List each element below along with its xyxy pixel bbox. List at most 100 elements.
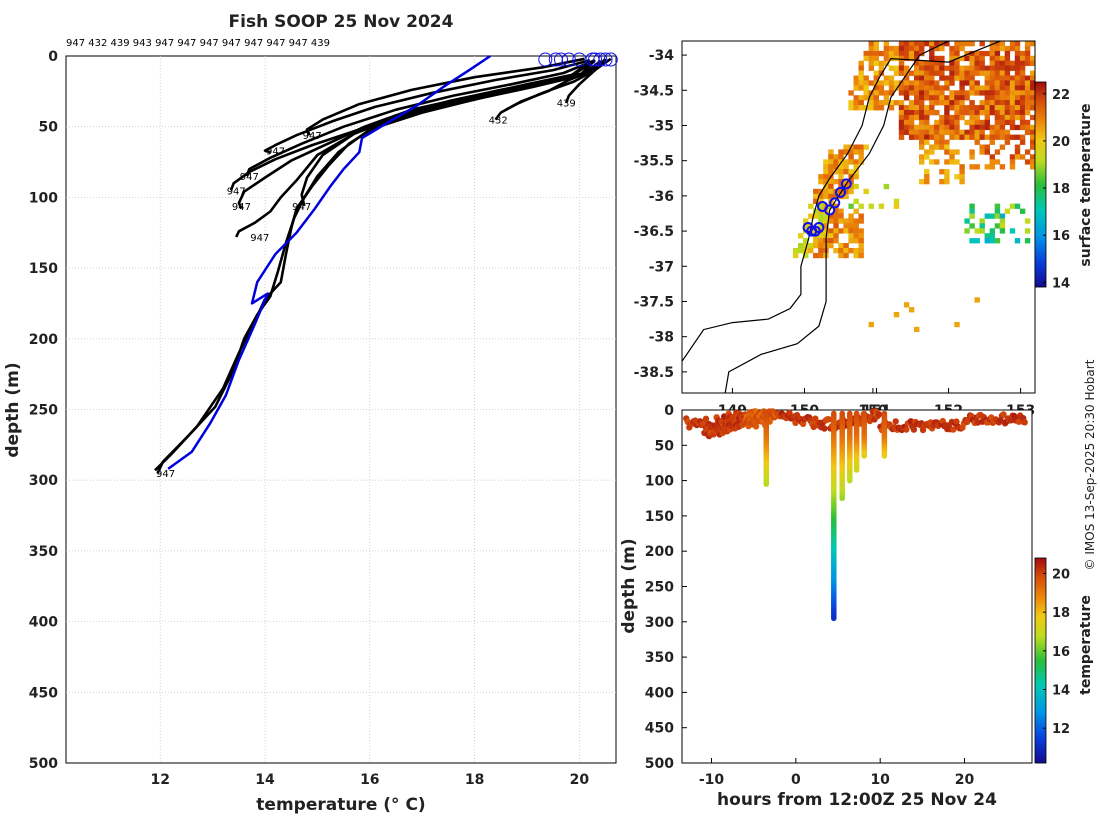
profile-y-tick-label: 150: [29, 261, 58, 277]
colorbar-swatch: [1035, 112, 1046, 114]
profile-id-label: 439: [557, 99, 576, 110]
sst-pixel: [1030, 70, 1035, 76]
sst-pixel: [853, 80, 859, 86]
sst-pixel: [908, 307, 915, 313]
colorbar-swatch: [1035, 157, 1046, 159]
colorbar-swatch: [1035, 577, 1046, 579]
colorbar-swatch: [1035, 700, 1046, 702]
sst-pixel: [838, 243, 844, 249]
sst-pixel: [1009, 65, 1016, 71]
sst-pixel: [984, 100, 990, 106]
sst-pixel: [858, 80, 864, 86]
sst-pixel: [989, 110, 995, 116]
colorbar-swatch: [1035, 753, 1046, 755]
sst-pixel: [1004, 50, 1011, 57]
colorbar-swatch: [1035, 703, 1046, 705]
sst-pixel: [1009, 60, 1016, 66]
sst-pixel: [858, 75, 864, 81]
profile-x-tick-label: 14: [255, 772, 275, 788]
map-chart: -34 -34.5 -35 -35.5 -36 -36.5 -37 -37.5 -38 -38.5…: [634, 40, 1094, 419]
sst-pixel: [838, 248, 844, 254]
sst-pixel: [893, 312, 900, 318]
sst-pixel: [924, 149, 930, 155]
sst-pixel: [959, 41, 965, 47]
colorbar-swatch: [1035, 701, 1046, 703]
colorbar-swatch: [1035, 212, 1046, 214]
colorbar-swatch: [1035, 672, 1046, 674]
sst-pixel: [999, 164, 1006, 170]
sst-pixel: [813, 208, 819, 214]
sst-pixel: [898, 70, 905, 76]
colorbar-swatch: [1035, 761, 1046, 763]
sst-pixel: [903, 55, 910, 62]
sst-pixel: [853, 238, 859, 244]
sst-pixel: [838, 179, 844, 185]
sst-pixel: [989, 50, 995, 57]
sst-pixel: [873, 50, 879, 57]
colorbar-swatch: [1035, 270, 1046, 272]
sst-pixel: [954, 65, 960, 71]
sst-pixel: [873, 85, 879, 91]
colorbar-swatch: [1035, 590, 1046, 592]
sst-pixel: [1030, 75, 1035, 81]
colorbar-swatch: [1035, 710, 1046, 712]
colorbar-swatch: [1035, 714, 1046, 716]
colorbar-swatch: [1035, 632, 1046, 634]
sst-pixel: [883, 95, 890, 101]
colorbar-swatch: [1035, 664, 1046, 666]
sst-pixel: [989, 85, 995, 91]
sst-pixel: [1019, 60, 1026, 66]
colorbar-swatch: [1035, 185, 1046, 187]
colorbar-swatch: [1035, 654, 1046, 656]
colorbar-swatch: [1035, 739, 1046, 741]
sst-pixel: [1019, 105, 1026, 111]
sst-pixel: [1019, 139, 1026, 145]
sst-pixel: [883, 75, 890, 81]
profile-chart-title: Fish SOOP 25 Nov 2024: [229, 12, 454, 32]
colorbar-tick-label: 20: [1052, 135, 1070, 150]
section-point: [910, 426, 918, 433]
colorbar-swatch: [1035, 130, 1046, 132]
colorbar-swatch: [1035, 273, 1046, 275]
map-sample-marker: [834, 186, 846, 198]
sst-pixel: [888, 45, 895, 52]
map-lat-tick-label: -38: [649, 330, 674, 346]
colorbar-swatch: [1035, 680, 1046, 682]
colorbar-swatch: [1035, 106, 1046, 108]
profile-line: [245, 58, 596, 177]
sst-pixel: [898, 90, 905, 96]
sst-pixel: [929, 85, 935, 91]
colorbar-swatch: [1035, 177, 1046, 179]
colorbar-swatch: [1035, 669, 1046, 671]
section-colorbar-label: temperature: [1078, 595, 1094, 695]
sst-pixel: [924, 70, 930, 76]
sst-pixel: [919, 60, 925, 66]
colorbar-swatch: [1035, 670, 1046, 672]
sst-pixel: [939, 65, 945, 71]
colorbar-swatch: [1035, 142, 1046, 144]
section-point: [825, 416, 833, 423]
sst-pixel: [974, 105, 980, 111]
sst-pixel: [969, 65, 975, 71]
sst-pixel: [888, 65, 895, 71]
sst-pixel: [893, 50, 900, 57]
sst-pixel: [1014, 203, 1021, 209]
profile-x-tick-label: 20: [570, 772, 590, 788]
colorbar-swatch: [1035, 615, 1046, 617]
sst-pixel: [984, 124, 990, 131]
sst-pixel: [1019, 90, 1026, 96]
sst-pixel: [1004, 90, 1011, 96]
colorbar-swatch: [1035, 153, 1046, 155]
colorbar-swatch: [1035, 575, 1046, 577]
sst-pixel: [858, 149, 864, 155]
sst-pixel: [929, 90, 935, 96]
colorbar-swatch: [1035, 652, 1046, 654]
colorbar-swatch: [1035, 107, 1046, 109]
sst-pixel: [999, 228, 1006, 234]
sst-pixel: [954, 174, 960, 180]
colorbar-swatch: [1035, 110, 1046, 112]
sst-pixel: [999, 218, 1006, 224]
sst-pixel: [994, 90, 1001, 96]
sst-pixel: [1030, 129, 1035, 135]
sst-pixel: [863, 144, 869, 150]
